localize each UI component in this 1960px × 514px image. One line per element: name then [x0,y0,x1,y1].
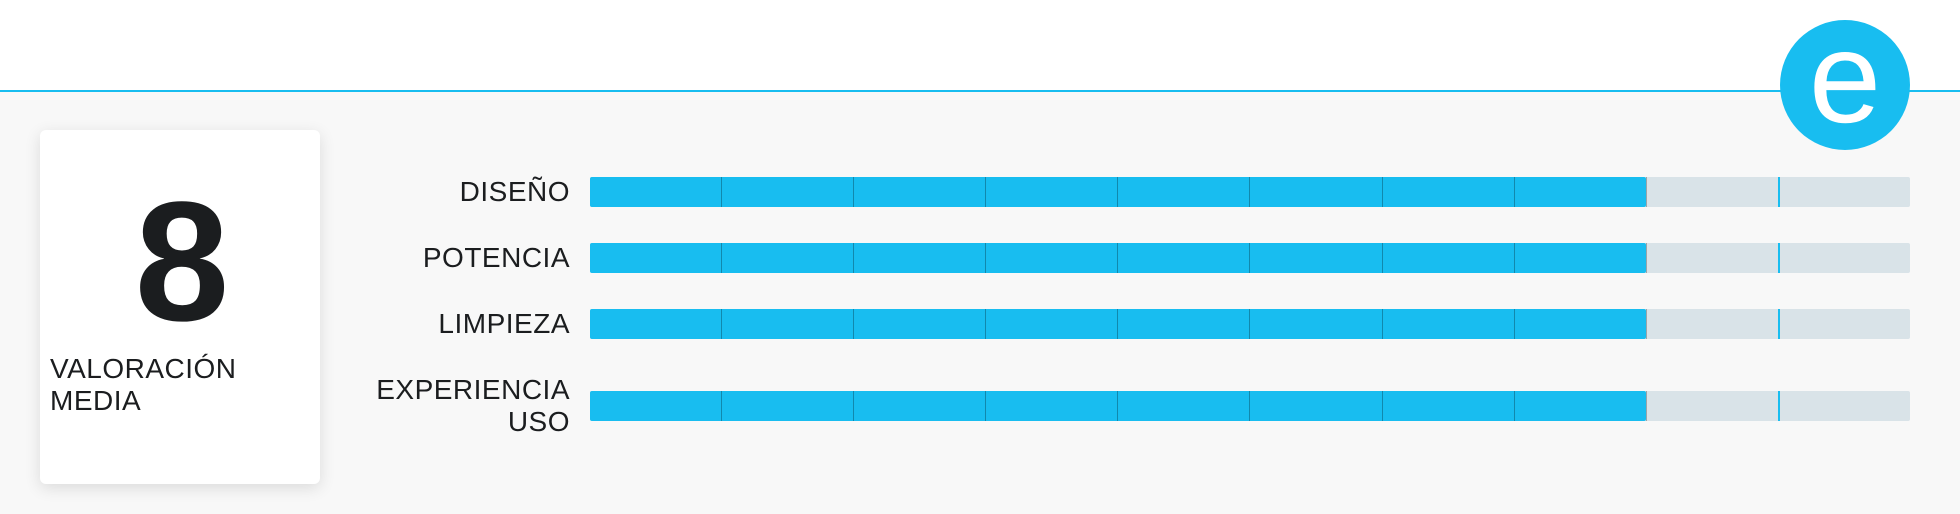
brand-badge: e [1780,20,1910,150]
bar-ticks [590,309,1910,339]
bar-label: DISEÑO [360,176,590,208]
bar-marker [1778,243,1780,273]
bar-marker [1778,309,1780,339]
bar-track [590,177,1910,207]
panel: 8 VALORACIÓN MEDIA DISEÑO POTENCIA LIMPIEZ… [40,130,1920,484]
rating-panel: e 8 VALORACIÓN MEDIA DISEÑO POTENCIA LIMPI… [0,0,1960,514]
score-value: 8 [135,177,226,347]
bar-row: LIMPIEZA [360,308,1910,340]
bar-track [590,243,1910,273]
brand-badge-letter: e [1809,12,1881,142]
bar-ticks [590,391,1910,421]
bar-label: POTENCIA [360,242,590,274]
bar-row: EXPERIENCIA USO [360,374,1910,438]
score-label: VALORACIÓN MEDIA [50,353,310,417]
bar-ticks [590,243,1910,273]
bar-row: POTENCIA [360,242,1910,274]
score-card: 8 VALORACIÓN MEDIA [40,130,320,484]
bar-ticks [590,177,1910,207]
bar-marker [1778,391,1780,421]
bar-marker [1778,177,1780,207]
bar-track [590,391,1910,421]
rating-bars: DISEÑO POTENCIA LIMPIEZA EXPERIENCIA USO [360,130,1920,484]
bar-row: DISEÑO [360,176,1910,208]
bar-label: EXPERIENCIA USO [360,374,590,438]
bar-track [590,309,1910,339]
bar-label: LIMPIEZA [360,308,590,340]
